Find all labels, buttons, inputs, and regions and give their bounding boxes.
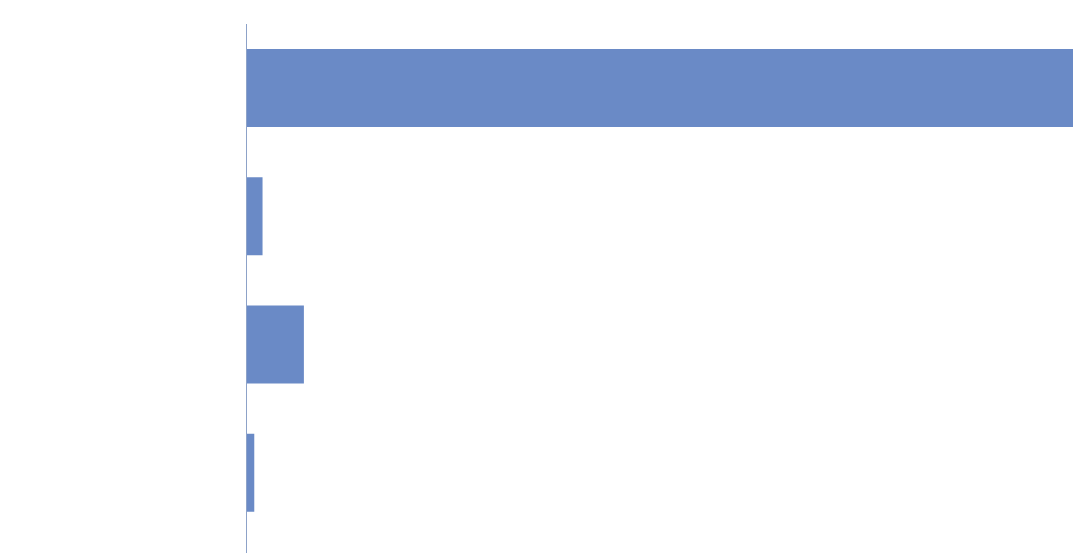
bar-1 (246, 49, 1073, 127)
bar-3 (246, 305, 304, 384)
bar-4 (246, 433, 255, 512)
bars-group (246, 49, 1073, 512)
bar-2 (246, 177, 263, 256)
